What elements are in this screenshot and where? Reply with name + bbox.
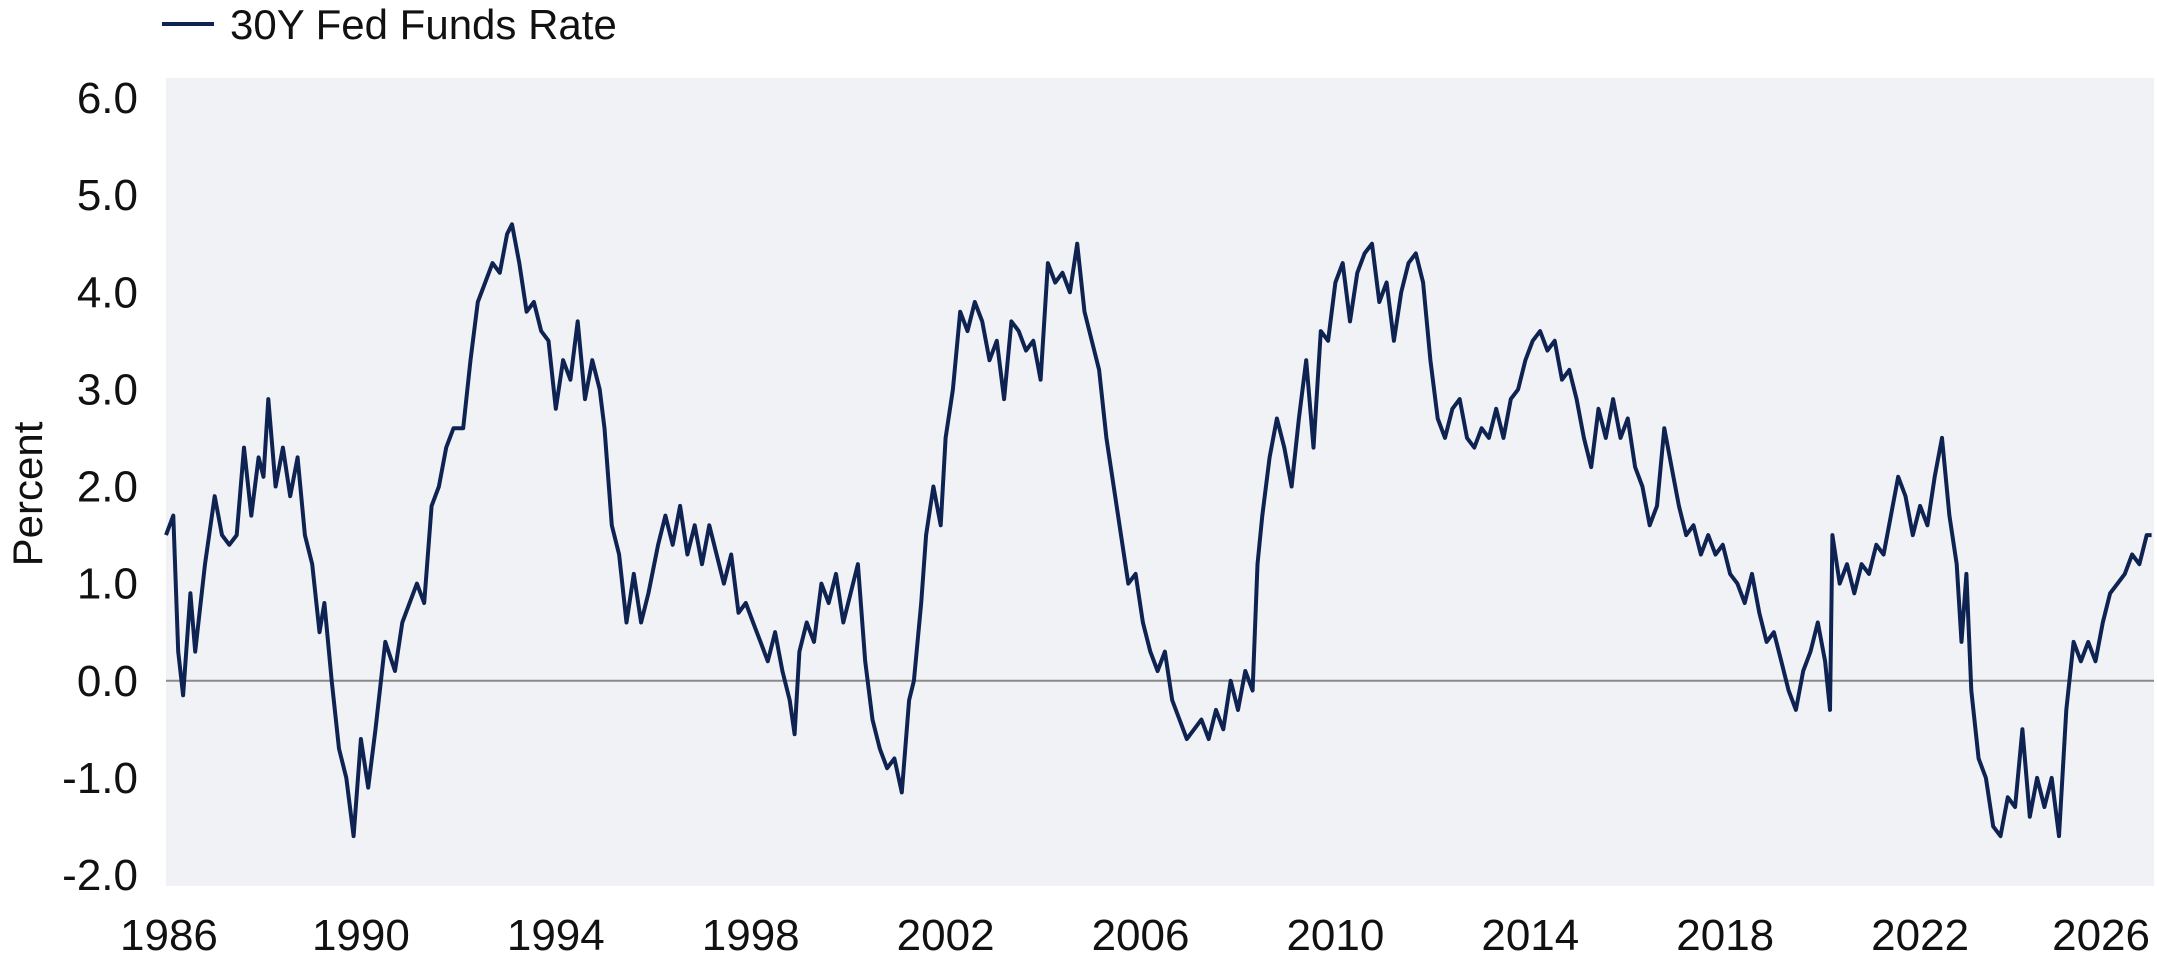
legend: 30Y Fed Funds Rate	[162, 1, 617, 48]
x-axis-ticks: 1986 1990 1994 1998 2002 2006 2010 2014 2018 2022…	[120, 911, 2150, 959]
x-tick-label: 1994	[507, 911, 605, 959]
y-tick-label: 1.0	[77, 560, 138, 609]
x-tick-label: 2022	[1871, 911, 1969, 959]
x-tick-label: 2018	[1676, 911, 1774, 959]
y-tick-label: 6.0	[77, 74, 138, 123]
y-tick-label: -2.0	[62, 851, 138, 900]
x-tick-label: 2026	[2052, 911, 2150, 959]
y-tick-label: 2.0	[77, 463, 138, 512]
y-tick-label: 4.0	[77, 268, 138, 317]
x-tick-label: 1998	[702, 911, 800, 959]
x-tick-label: 1986	[120, 911, 218, 959]
x-tick-label: 1990	[312, 911, 410, 959]
plot-area	[166, 78, 2154, 886]
y-tick-label: 5.0	[77, 171, 138, 220]
x-tick-label: 2006	[1092, 911, 1190, 959]
legend-label: 30Y Fed Funds Rate	[230, 1, 617, 48]
y-tick-label: 0.0	[77, 657, 138, 706]
x-tick-label: 2010	[1286, 911, 1384, 959]
y-tick-label: -1.0	[62, 754, 138, 803]
series-line-30y-fed-funds-rate	[164, 222, 2152, 839]
x-tick-label: 2014	[1481, 911, 1579, 959]
x-tick-label: 2002	[897, 911, 995, 959]
y-tick-label: 3.0	[77, 365, 138, 414]
y-axis-ticks: 6.0 5.0 4.0 3.0 2.0 1.0 0.0 -1.0 -2.0	[62, 74, 138, 900]
y-axis-title: Percent	[4, 421, 51, 566]
